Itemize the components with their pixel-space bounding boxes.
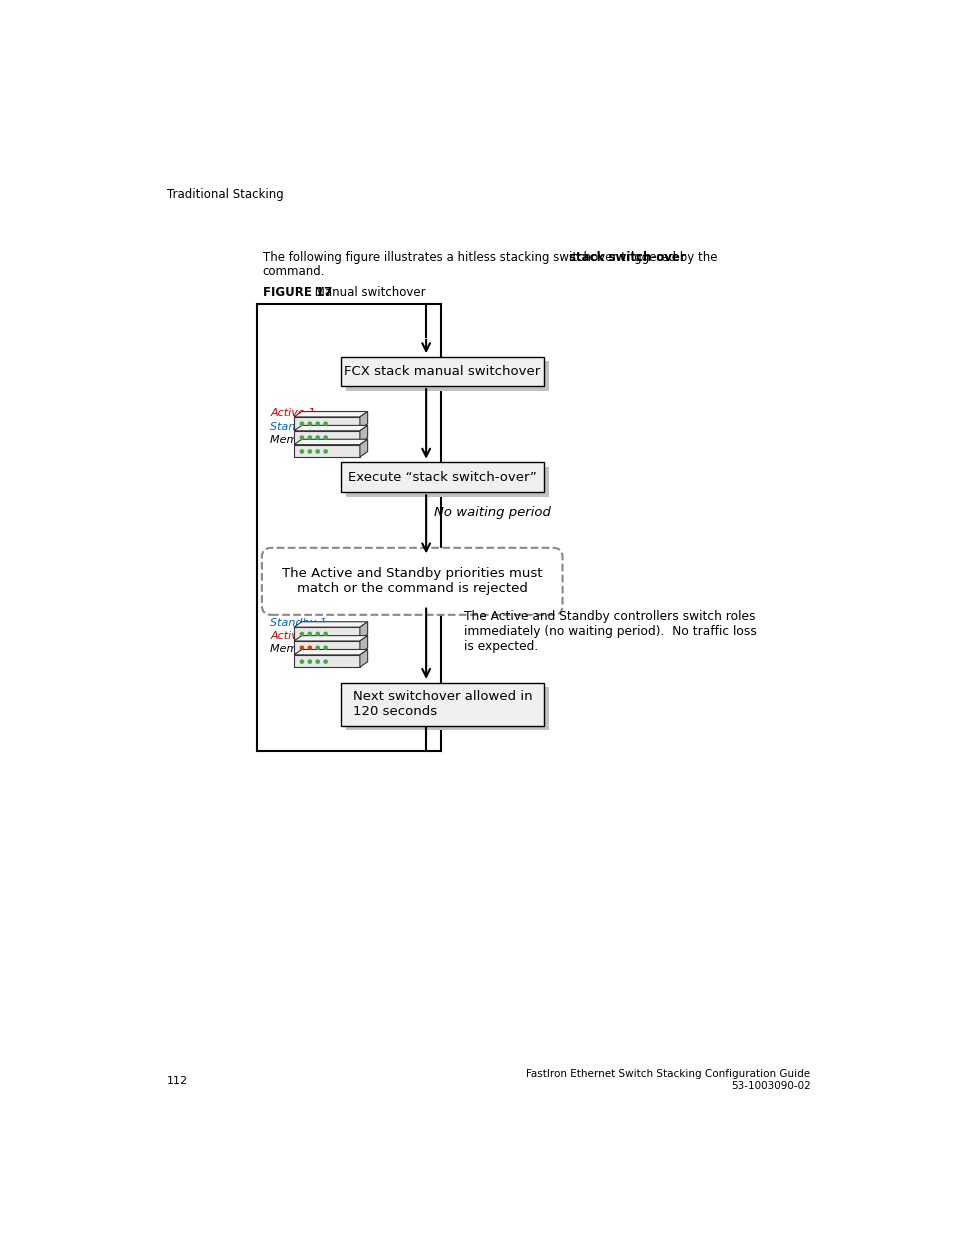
Polygon shape (359, 650, 367, 667)
Circle shape (307, 450, 312, 453)
Text: Active 2: Active 2 (270, 631, 315, 641)
Text: The following figure illustrates a hitless stacking switchover triggered by the: The following figure illustrates a hitle… (262, 251, 720, 263)
Bar (345, 467, 548, 496)
FancyBboxPatch shape (261, 548, 562, 615)
Bar (345, 687, 548, 730)
Polygon shape (294, 621, 367, 627)
Circle shape (299, 659, 304, 664)
Circle shape (315, 631, 319, 636)
Text: Traditional Stacking: Traditional Stacking (167, 188, 284, 201)
Circle shape (307, 631, 312, 636)
Text: Standby 1: Standby 1 (270, 618, 327, 627)
Circle shape (299, 450, 304, 453)
Polygon shape (294, 440, 367, 445)
Text: The Active and Standby priorities must
match or the command is rejected: The Active and Standby priorities must m… (282, 567, 542, 595)
Text: Active 1: Active 1 (270, 409, 315, 419)
Text: The Active and Standby controllers switch roles
immediately (no waiting period).: The Active and Standby controllers switc… (464, 610, 757, 653)
Polygon shape (294, 636, 367, 641)
Text: FastIron Ethernet Switch Stacking Configuration Guide
53-1003090-02: FastIron Ethernet Switch Stacking Config… (526, 1070, 810, 1091)
Circle shape (323, 631, 328, 636)
Bar (340, 357, 543, 387)
Polygon shape (359, 425, 367, 443)
Polygon shape (294, 650, 367, 655)
Bar (294, 431, 359, 443)
Bar (294, 417, 359, 430)
Polygon shape (294, 425, 367, 431)
Circle shape (323, 435, 328, 440)
Text: command.: command. (262, 266, 325, 278)
Circle shape (307, 421, 312, 426)
Circle shape (299, 421, 304, 426)
Circle shape (307, 435, 312, 440)
Circle shape (323, 450, 328, 453)
Circle shape (299, 435, 304, 440)
Bar (345, 362, 548, 390)
Bar (294, 655, 359, 667)
Text: Member 3: Member 3 (270, 435, 327, 445)
Text: No waiting period: No waiting period (434, 506, 550, 519)
Polygon shape (359, 411, 367, 430)
Circle shape (315, 435, 319, 440)
Polygon shape (359, 636, 367, 653)
Circle shape (315, 659, 319, 664)
Circle shape (323, 421, 328, 426)
Circle shape (315, 646, 319, 650)
Circle shape (323, 646, 328, 650)
Circle shape (315, 450, 319, 453)
Bar (294, 641, 359, 653)
Polygon shape (359, 621, 367, 640)
Circle shape (315, 421, 319, 426)
Polygon shape (359, 440, 367, 457)
Bar (294, 445, 359, 457)
Circle shape (323, 659, 328, 664)
Text: Member 3: Member 3 (270, 645, 327, 655)
Text: FCX stack manual switchover: FCX stack manual switchover (344, 366, 540, 378)
Circle shape (307, 659, 312, 664)
Circle shape (299, 646, 304, 650)
Bar (340, 683, 543, 726)
Circle shape (307, 646, 312, 650)
Circle shape (299, 631, 304, 636)
Text: Manual switchover: Manual switchover (311, 287, 426, 299)
Text: Execute “stack switch-over”: Execute “stack switch-over” (348, 471, 537, 484)
Text: 112: 112 (167, 1076, 189, 1086)
Text: Next switchover allowed in
120 seconds: Next switchover allowed in 120 seconds (353, 690, 532, 718)
Text: FIGURE 17: FIGURE 17 (262, 287, 332, 299)
Bar (340, 462, 543, 493)
Text: stack switch-over: stack switch-over (568, 251, 685, 263)
Polygon shape (294, 411, 367, 417)
Bar (294, 627, 359, 640)
Text: Standby 2: Standby 2 (270, 421, 327, 431)
